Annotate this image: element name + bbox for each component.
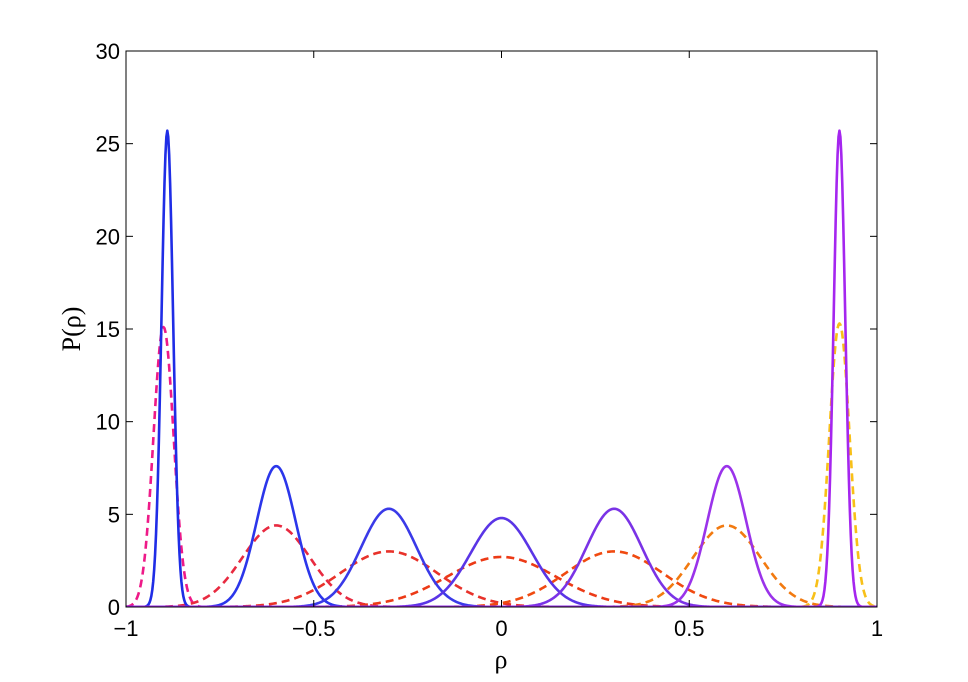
y-axis-title: P(ρ)	[57, 307, 86, 352]
x-tick-label: −1	[113, 616, 138, 641]
y-tick-label: 20	[96, 224, 120, 249]
y-tick-label: 0	[108, 595, 120, 620]
solid-series-line-5	[126, 464, 877, 607]
x-tick-label: 0	[495, 616, 507, 641]
solid-series-line-1	[126, 464, 877, 607]
solid-series-line-3	[126, 516, 877, 607]
x-tick-label: −0.5	[292, 616, 335, 641]
y-tick-label: 5	[108, 502, 120, 527]
x-axis: −1 −0.5 0 0.5 1	[113, 51, 883, 641]
x-tick-label: 1	[871, 616, 883, 641]
y-tick-label: 25	[96, 132, 120, 157]
x-tick-label: 0.5	[674, 616, 705, 641]
y-tick-label: 10	[96, 410, 120, 435]
y-tick-label: 15	[96, 317, 120, 342]
x-axis-title: ρ	[495, 645, 508, 674]
y-tick-label: 30	[96, 39, 120, 64]
y-axis: 0 5 10 15 20 25 30	[96, 39, 877, 620]
